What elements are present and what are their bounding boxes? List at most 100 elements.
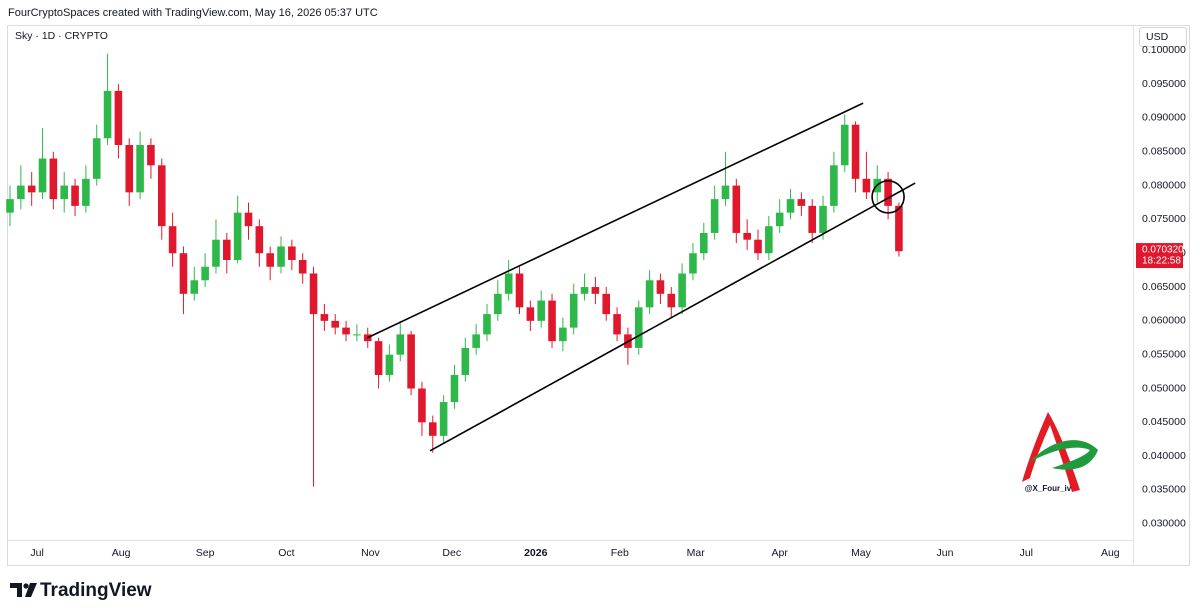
y-tick-label: 0.065000 bbox=[1142, 281, 1186, 293]
candle-body bbox=[277, 246, 285, 267]
x-tick-label: May bbox=[851, 547, 872, 559]
candle-body bbox=[190, 280, 199, 294]
candle-body bbox=[82, 178, 90, 206]
y-tick-label: 0.090000 bbox=[1142, 112, 1186, 124]
x-tick-label: Aug bbox=[112, 547, 131, 559]
candle-body bbox=[418, 388, 426, 423]
brand-logo: TradingView bbox=[10, 580, 152, 601]
candle-body bbox=[396, 334, 405, 355]
x-tick-label: Sep bbox=[196, 547, 215, 559]
candle-body bbox=[407, 334, 415, 389]
x-tick-label: Mar bbox=[687, 547, 706, 559]
candle-body bbox=[526, 307, 535, 321]
candle-body bbox=[244, 212, 253, 227]
candle-body bbox=[342, 327, 350, 335]
x-tick-label: Apr bbox=[772, 547, 789, 559]
candle-body bbox=[743, 232, 751, 240]
candle-body bbox=[17, 185, 25, 200]
watermark-text: @X_Four_iv bbox=[1025, 484, 1072, 493]
x-tick-label: Jul bbox=[1020, 547, 1033, 559]
brand-icon-dot bbox=[23, 583, 29, 589]
x-tick-label: Aug bbox=[1101, 547, 1120, 559]
candle-body bbox=[385, 354, 394, 375]
candle-body bbox=[775, 212, 784, 227]
candle-body bbox=[201, 266, 209, 281]
candle-body bbox=[559, 327, 567, 342]
breakdown-circle bbox=[871, 180, 905, 214]
candle-body bbox=[634, 307, 643, 348]
candle-body bbox=[450, 374, 459, 403]
symbol-title: Sky · 1D · CRYPTO bbox=[15, 30, 108, 42]
candle-body bbox=[548, 300, 556, 342]
candle-body bbox=[645, 280, 654, 308]
candle-body bbox=[851, 124, 860, 179]
y-tick-label: 0.080000 bbox=[1142, 179, 1186, 191]
candle-body bbox=[223, 239, 231, 260]
y-tick-label: 0.100000 bbox=[1142, 44, 1186, 56]
candle-body bbox=[537, 300, 545, 321]
candle-body bbox=[212, 239, 220, 267]
candle-body bbox=[288, 246, 296, 260]
candle-body bbox=[374, 341, 383, 375]
candle-body bbox=[808, 205, 816, 233]
candle-body bbox=[331, 320, 340, 328]
candle-body bbox=[895, 205, 903, 252]
candle-body bbox=[494, 293, 502, 315]
candle-body bbox=[298, 259, 307, 274]
x-tick-label: Jul bbox=[30, 547, 43, 559]
candle-body bbox=[710, 199, 719, 233]
y-tick-label: 0.035000 bbox=[1142, 484, 1186, 496]
candle-body bbox=[309, 273, 318, 315]
brand-name: TradingView bbox=[40, 580, 152, 601]
candle-body bbox=[27, 185, 36, 193]
candle-body bbox=[233, 212, 242, 260]
candle-body bbox=[515, 273, 524, 308]
y-tick-label: 0.060000 bbox=[1142, 315, 1186, 327]
candle-body bbox=[6, 199, 14, 213]
candle-body bbox=[569, 293, 578, 328]
candle-body bbox=[255, 226, 264, 254]
candle-body bbox=[580, 287, 589, 294]
candle-body bbox=[667, 293, 676, 308]
candle-body bbox=[103, 90, 112, 139]
last-price-tag bbox=[1136, 243, 1183, 269]
candle-body bbox=[862, 178, 871, 193]
y-tick-label: 0.095000 bbox=[1142, 78, 1186, 90]
header: FourCryptoSpaces created with TradingVie… bbox=[8, 7, 378, 19]
candle-body bbox=[461, 347, 470, 375]
candle-body bbox=[613, 314, 621, 335]
x-tick-label: Nov bbox=[361, 547, 380, 559]
candle-body bbox=[786, 199, 795, 213]
brand-icon bbox=[10, 583, 22, 597]
candle-body bbox=[38, 158, 47, 193]
x-tick-label: Dec bbox=[442, 547, 461, 559]
candle-body bbox=[125, 145, 134, 193]
candle-body bbox=[147, 145, 155, 166]
candle-body bbox=[732, 185, 741, 233]
candle-body bbox=[830, 165, 838, 206]
currency-box bbox=[1139, 27, 1187, 47]
candle-body bbox=[353, 334, 361, 336]
candle-body bbox=[168, 226, 177, 254]
y-tick-label: 0.030000 bbox=[1142, 518, 1186, 530]
candle-body bbox=[136, 145, 144, 193]
x-tick-label: Oct bbox=[278, 547, 294, 559]
y-tick-label: 0.050000 bbox=[1142, 382, 1186, 394]
candle-body bbox=[472, 334, 480, 348]
currency: USD bbox=[1146, 31, 1169, 43]
x-tick-label: Feb bbox=[611, 547, 629, 559]
candle-body bbox=[656, 280, 665, 294]
candle-body bbox=[483, 314, 491, 335]
candle-body bbox=[700, 232, 708, 254]
candle-body bbox=[504, 273, 513, 294]
logo-a bbox=[1022, 412, 1080, 492]
candle-body bbox=[884, 178, 892, 206]
candle-body bbox=[179, 253, 188, 294]
candle-body bbox=[721, 185, 730, 200]
trend-line bbox=[429, 182, 916, 452]
candle-body bbox=[60, 185, 68, 200]
candle-body bbox=[428, 422, 437, 436]
x-tick-label: Jun bbox=[937, 547, 954, 559]
